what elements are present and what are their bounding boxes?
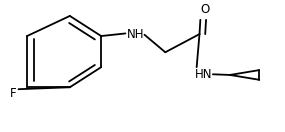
Text: HN: HN (195, 68, 213, 81)
Text: NH: NH (127, 28, 144, 41)
Text: O: O (200, 3, 209, 16)
Text: F: F (9, 87, 16, 100)
